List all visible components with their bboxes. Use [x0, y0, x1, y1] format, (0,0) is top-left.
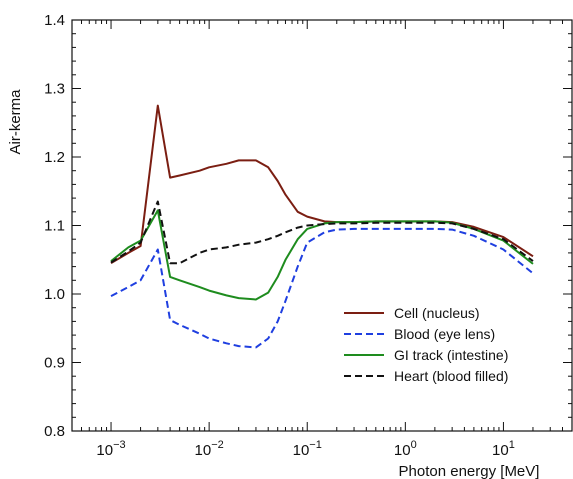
series-line-4	[110, 200, 534, 265]
x-tick-label: 10−3	[96, 439, 125, 459]
series-line-1	[110, 104, 534, 265]
x-tick-label: 10−2	[195, 439, 224, 459]
axes: 0.8 0.9 1.0 1.1 1.2 1.3 1.4 10−3 10−2 10−1 100 101	[44, 12, 573, 459]
y-tick-label: 1.2	[44, 149, 65, 166]
legend-label-3: GI track (intestine)	[394, 347, 508, 363]
series-line-2	[110, 227, 534, 349]
y-tick-label: 1.3	[44, 81, 65, 98]
y-tick-label: 1.0	[44, 286, 65, 303]
x-tick-label: 101	[492, 439, 515, 459]
x-tick-label: 10−1	[293, 439, 322, 459]
x-axis-label: Photon energy [MeV]	[399, 463, 540, 479]
y-tick-label: 0.9	[44, 355, 65, 372]
y-tick-label: 1.1	[44, 218, 65, 235]
series-lines	[110, 104, 534, 349]
legend-label-2: Blood (eye lens)	[394, 326, 495, 342]
legend-label-4: Heart (blood filled)	[394, 368, 508, 384]
y-tick-label: 0.8	[44, 423, 65, 440]
y-axis-label: Air-kerma	[7, 89, 24, 155]
legend-label-1: Cell (nucleus)	[394, 305, 480, 321]
legend: Cell (nucleus) Blood (eye lens) GI track (…	[344, 305, 508, 384]
series-line-3	[110, 209, 534, 301]
x-tick-label: 100	[394, 439, 417, 459]
y-tick-label: 1.4	[44, 12, 65, 29]
